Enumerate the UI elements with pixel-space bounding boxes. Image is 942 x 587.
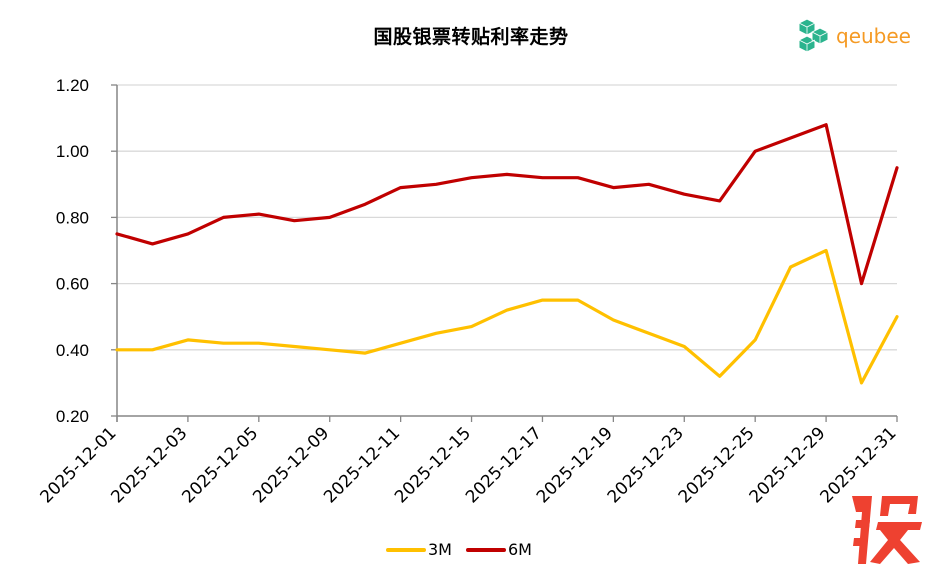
y-tick-label: 0.80: [56, 208, 89, 227]
y-tick-label: 1.00: [56, 142, 89, 161]
legend-label-6m: 6M: [507, 540, 532, 559]
legend-item-6m[interactable]: 6M: [465, 540, 532, 559]
brand-name: qeubee: [836, 24, 911, 48]
series-line-3m: [115, 248, 899, 385]
legend: 3M 6M: [386, 540, 532, 559]
y-tick-label: 1.20: [56, 76, 89, 95]
legend-swatch-6m: [465, 547, 506, 552]
stock-glyph-watermark-icon: [852, 496, 922, 564]
y-tick-label: 0.60: [56, 275, 89, 294]
legend-item-3m[interactable]: 3M: [386, 540, 452, 559]
line-chart: 1.201.000.800.600.400.202025-12-012025-1…: [37, 76, 901, 507]
chart-title: 国股银票转贴利率走势: [373, 26, 569, 48]
cube-cluster-logo-icon: [798, 18, 829, 53]
legend-label-3m: 3M: [428, 540, 452, 559]
series-line-6m: [115, 123, 899, 286]
y-tick-label: 0.40: [56, 341, 89, 360]
legend-swatch-3m: [386, 547, 426, 552]
brand-logo: qeubee: [798, 18, 911, 54]
y-tick-label: 0.20: [56, 407, 89, 426]
